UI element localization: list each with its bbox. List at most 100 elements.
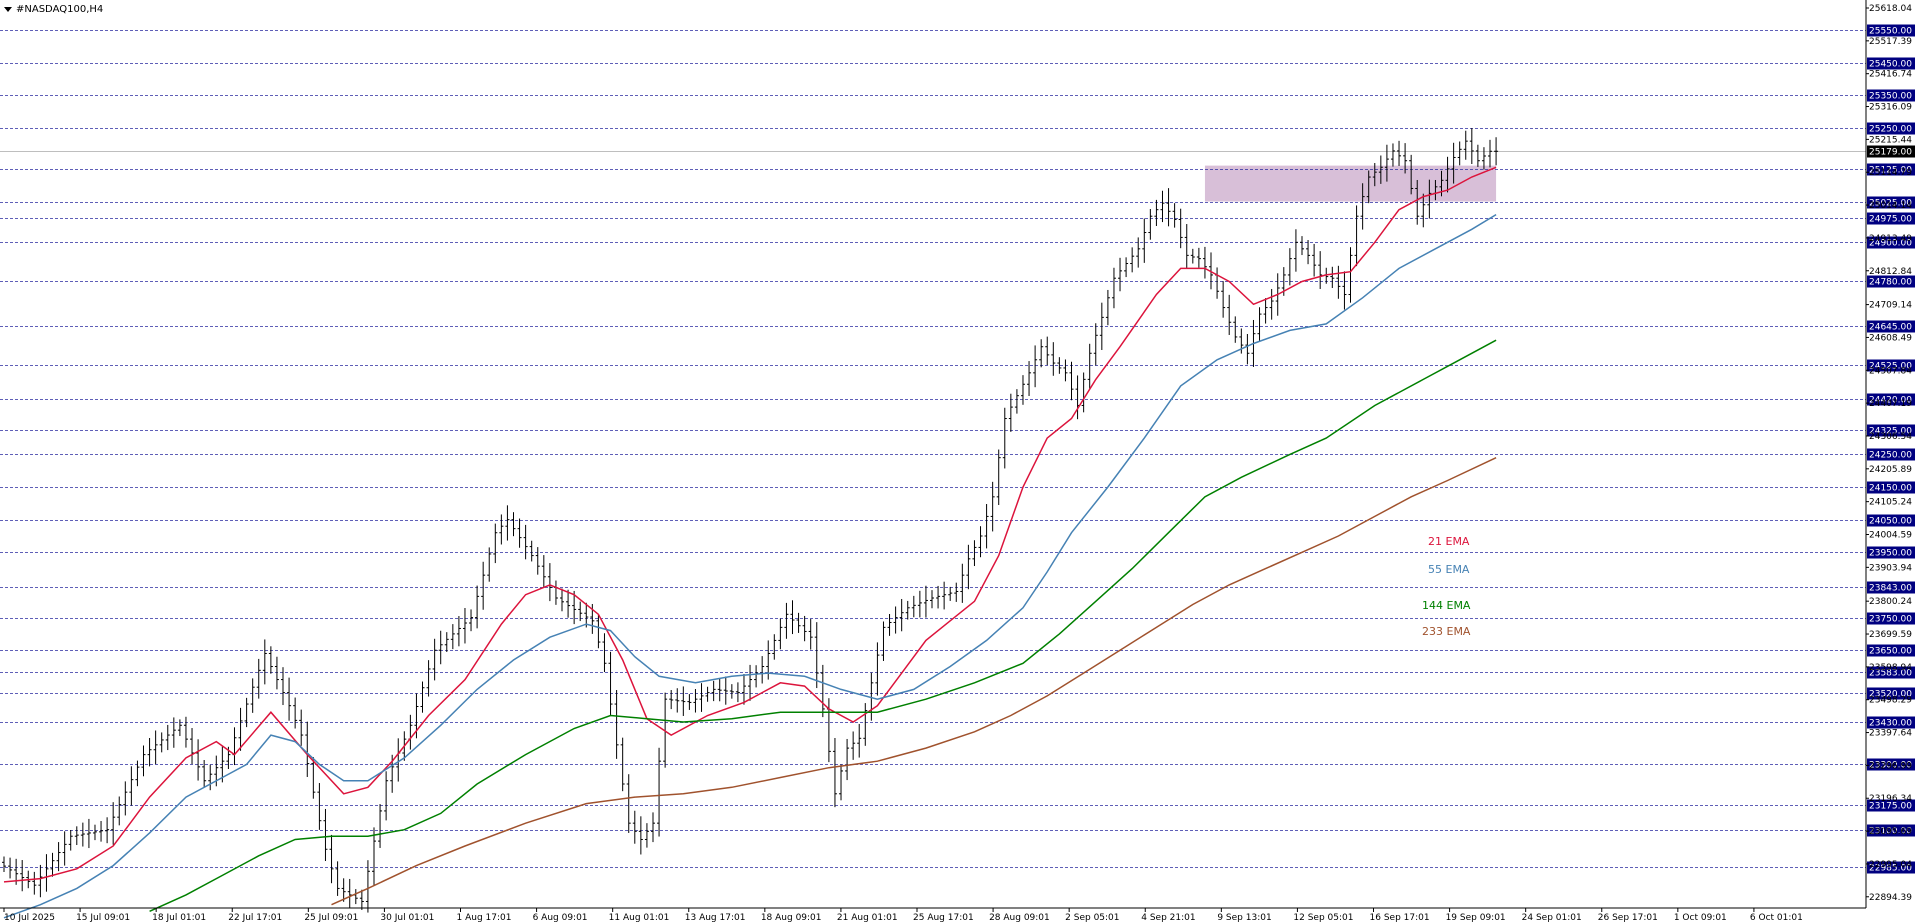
level-tag-bg [1867,758,1915,771]
ema-line-233 [331,457,1497,906]
level-tag: 25550.00 [1869,27,1912,37]
time-tick-label: 19 Sep 09:01 [1446,913,1506,923]
price-tick-label: 23903.94 [1869,563,1912,573]
price-tick-label: 24004.59 [1869,530,1912,540]
level-tag-bg [1867,122,1915,135]
ema-line-55 [3,213,1497,919]
time-tick-label: 28 Aug 09:01 [989,913,1050,923]
level-tag: 24780.00 [1869,278,1912,288]
level-tag-bg [1867,514,1915,527]
level-tag: 24645.00 [1869,323,1912,333]
time-tick-label: 22 Jul 17:01 [228,913,282,923]
price-tick-label: 23800.24 [1869,597,1912,607]
time-tick-label: 18 Aug 09:01 [761,913,822,923]
time-tick-label: 1 Aug 17:01 [457,913,512,923]
ema-line-21 [3,166,1497,883]
level-tag-bg [1867,612,1915,625]
time-tick-label: 10 Jul 2025 [4,913,55,923]
level-tag: 24900.00 [1869,239,1912,249]
price-tick-label: 25618.04 [1869,4,1912,14]
price-tick-label: 24608.49 [1869,333,1912,343]
level-tag-bg [1867,666,1915,679]
price-tick-label: 24507.84 [1869,366,1912,376]
time-tick-label: 9 Sep 13:01 [1217,913,1271,923]
level-tag-bg [1867,24,1915,37]
level-tag: 25125.00 [1869,166,1912,176]
level-tag: 23520.00 [1869,690,1912,700]
level-tag: 23650.00 [1869,647,1912,657]
price-tick-label: 24407.19 [1869,399,1912,409]
price-tick-label: 25215.44 [1869,135,1912,145]
level-tag: 23843.00 [1869,584,1912,594]
time-tick-label: 12 Sep 05:01 [1293,913,1353,923]
current-price-tag-bg [1867,145,1915,158]
price-tick-label: 23196.34 [1869,794,1912,804]
time-tick-label: 4 Sep 21:01 [1141,913,1195,923]
level-tag-bg [1867,581,1915,594]
level-tag-bg [1867,393,1915,406]
level-tag-bg [1867,481,1915,494]
time-tick-label: 16 Sep 17:01 [1370,913,1430,923]
time-tick-label: 6 Oct 01:01 [1750,913,1803,923]
price-tick-label: 23498.29 [1869,696,1912,706]
level-tag-bg [1867,196,1915,209]
level-tag: 22985.00 [1869,864,1912,874]
level-tag-bg [1867,824,1915,837]
time-tick-label: 1 Oct 09:01 [1674,913,1727,923]
legend-ema144: 144 EMA [1422,599,1471,612]
price-tick-label: 23699.59 [1869,630,1912,640]
time-tick-label: 21 Aug 01:01 [837,913,898,923]
level-tag: 23300.00 [1869,761,1912,771]
chart-title[interactable]: #NASDAQ100,H4 [2,2,108,16]
price-tick-label: 25416.74 [1869,70,1912,80]
resistance-zone [1204,165,1497,202]
level-tag: 23583.00 [1869,669,1912,679]
price-tick-label: 23296.99 [1869,761,1912,771]
level-tag: 25250.00 [1869,125,1912,135]
price-tick-label: 24913.49 [1869,234,1912,244]
level-tag: 24250.00 [1869,451,1912,461]
time-tick-label: 15 Jul 09:01 [76,913,130,923]
price-tick-label: 24306.54 [1869,432,1912,442]
level-tag-bg [1867,546,1915,559]
level-tag-bg [1867,320,1915,333]
price-tick-label: 24105.24 [1869,498,1912,508]
level-tag-bg [1867,448,1915,461]
price-tick-label: 23598.94 [1869,663,1912,673]
level-tag: 24975.00 [1869,215,1912,225]
level-tag: 25350.00 [1869,92,1912,102]
time-tick-label: 2 Sep 05:01 [1065,913,1119,923]
level-tag-bg [1867,359,1915,372]
price-tick-label: 23095.69 [1869,827,1912,837]
level-tag: 24525.00 [1869,362,1912,372]
level-tag-bg [1867,687,1915,700]
price-tick-label: 25014.14 [1869,201,1912,211]
price-tick-label: 24812.84 [1869,267,1912,277]
time-tick-label: 25 Jul 09:01 [304,913,358,923]
level-tag-bg [1867,57,1915,70]
level-tag-bg [1867,236,1915,249]
level-tag: 24325.00 [1869,427,1912,437]
level-tag: 23430.00 [1869,719,1912,729]
time-tick-label: 11 Aug 01:01 [609,913,670,923]
price-tick-label: 24709.14 [1869,301,1912,311]
caret-down-icon[interactable] [4,6,12,12]
legend-ema21: 21 EMA [1428,535,1470,548]
price-tick-label: 24205.89 [1869,465,1912,475]
level-tag-bg [1867,163,1915,176]
level-tag-bg [1867,644,1915,657]
price-tick-label: 25316.09 [1869,103,1912,113]
legend-ema233: 233 EMA [1422,625,1471,638]
level-tag: 25450.00 [1869,60,1912,70]
level-tag: 25025.00 [1869,199,1912,209]
level-tag: 23100.00 [1869,827,1912,837]
price-tick-label: 25517.39 [1869,37,1912,47]
chart-symbol-label: #NASDAQ100,H4 [16,3,104,15]
level-tag-bg [1867,89,1915,102]
time-tick-label: 26 Sep 17:01 [1598,913,1658,923]
level-tag: 23175.00 [1869,802,1912,812]
level-tag-bg [1867,799,1915,812]
time-tick-label: 25 Aug 17:01 [913,913,974,923]
